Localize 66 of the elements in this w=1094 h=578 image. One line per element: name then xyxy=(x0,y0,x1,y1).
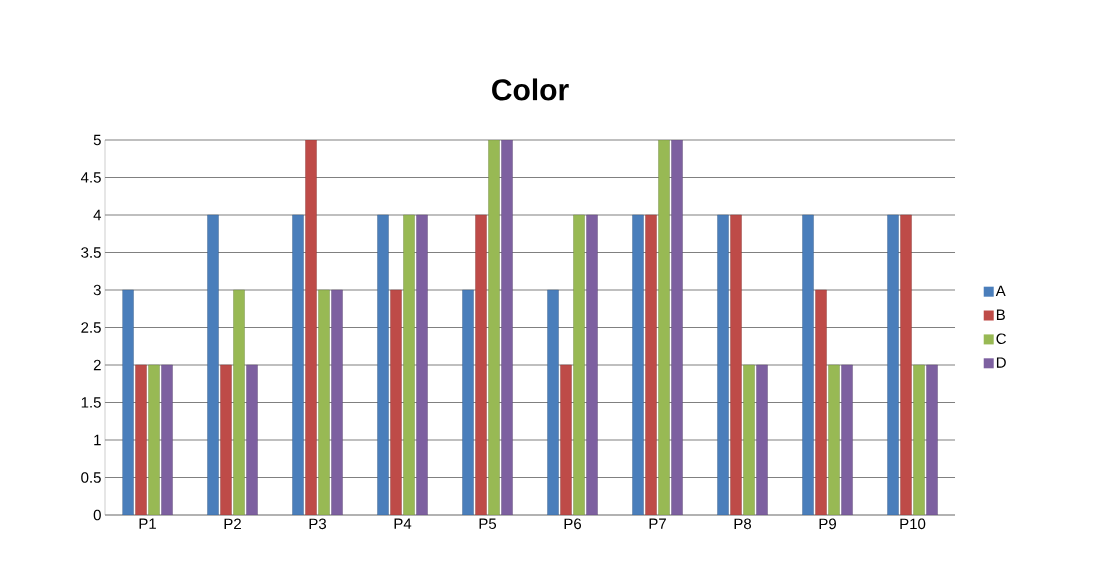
chart-title: Color xyxy=(492,78,569,101)
bar xyxy=(501,140,513,515)
y-tick-label: 0 xyxy=(93,509,101,521)
bar xyxy=(462,289,474,515)
bar xyxy=(246,364,258,515)
bar xyxy=(488,140,500,515)
y-tick-label: 1.5 xyxy=(81,397,101,408)
bar xyxy=(207,214,219,515)
bar xyxy=(305,140,317,515)
y-tick-label: 2 xyxy=(93,359,101,371)
x-tick-label: P3 xyxy=(309,518,327,530)
bar xyxy=(717,214,729,515)
x-tick-label: P4 xyxy=(394,518,412,529)
bar xyxy=(887,214,899,515)
bar xyxy=(756,364,768,515)
bar xyxy=(645,214,657,515)
x-tick-label: P5 xyxy=(479,518,497,529)
bar xyxy=(318,289,330,515)
x-tick-label: P10 xyxy=(900,518,926,530)
bar xyxy=(743,364,755,515)
bar xyxy=(390,289,402,515)
bar xyxy=(815,289,827,515)
bar xyxy=(560,364,572,515)
bar xyxy=(586,214,598,515)
bar xyxy=(403,214,415,515)
y-tick-label: 3.5 xyxy=(81,247,101,258)
bar xyxy=(841,364,853,515)
bar xyxy=(632,214,644,515)
bar xyxy=(135,364,147,515)
bar xyxy=(658,140,670,515)
bar xyxy=(233,289,245,515)
bar xyxy=(475,214,487,515)
bar xyxy=(573,214,585,515)
bar xyxy=(900,214,912,515)
bar xyxy=(161,364,173,515)
bar xyxy=(828,364,840,515)
bar xyxy=(416,214,428,515)
bar xyxy=(148,364,160,515)
x-tick-label: P6 xyxy=(564,518,582,530)
y-tick-label: 4.5 xyxy=(80,172,101,183)
bar xyxy=(547,289,559,515)
bar xyxy=(913,364,925,515)
y-tick-label: 0.5 xyxy=(81,472,101,483)
bar xyxy=(926,364,938,515)
legend-label: A xyxy=(995,285,1006,297)
x-tick-label: P7 xyxy=(649,518,666,529)
bar xyxy=(331,289,343,515)
x-tick-label: P8 xyxy=(734,518,752,530)
x-tick-label: P1 xyxy=(139,518,156,529)
y-tick-label: 1 xyxy=(94,434,101,446)
bar xyxy=(730,214,742,515)
bar xyxy=(377,214,389,515)
legend-label: C xyxy=(996,333,1006,345)
y-tick-label: 2.5 xyxy=(81,322,101,333)
bar xyxy=(802,214,814,515)
bar xyxy=(122,289,134,515)
y-tick-label: 4 xyxy=(93,209,102,221)
legend-label: B xyxy=(996,309,1005,320)
x-tick-label: P2 xyxy=(224,518,241,530)
x-tick-label: P9 xyxy=(819,518,836,530)
legend-label: D xyxy=(996,357,1006,368)
bar xyxy=(292,214,304,515)
bar xyxy=(671,140,683,515)
bar xyxy=(220,364,232,515)
y-tick-label: 3 xyxy=(93,284,101,296)
y-tick-label: 5 xyxy=(93,134,101,146)
